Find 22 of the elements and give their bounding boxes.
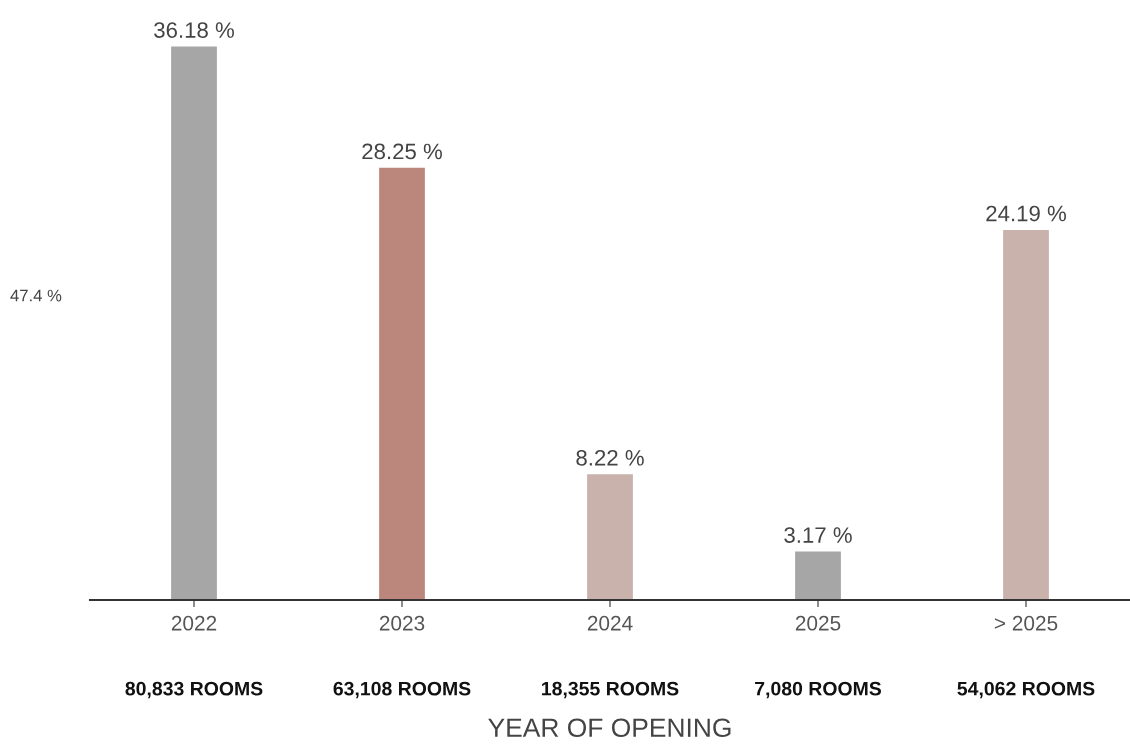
x-tick-label: 2024 [587, 615, 633, 631]
data-label: 28.25 % [362, 143, 442, 160]
bar [379, 167, 425, 600]
text: 63,108 ROOMS [333, 681, 471, 699]
data-label: 36.18 % [154, 22, 234, 38]
data-label: 24.19 % [986, 205, 1066, 222]
bar [795, 551, 841, 600]
bar [171, 46, 217, 600]
text: 47.4 % [10, 289, 62, 302]
bar [1003, 229, 1049, 600]
text: 7,080 ROOMS [755, 681, 881, 699]
text: 18,355 ROOMS [542, 681, 679, 699]
bar [587, 474, 633, 600]
text: 80,833 ROOMS [125, 681, 263, 699]
x-tick-label: 2023 [379, 615, 425, 631]
x-tick-label: 2025 [795, 615, 841, 631]
x-tick-label: > 2025 [994, 615, 1058, 631]
x-axis-title: YEAR OF OPENING [488, 718, 731, 738]
data-label: 8.22 % [576, 449, 644, 466]
x-tick-label: 2022 [171, 615, 217, 631]
text: 54,062 ROOMS [957, 681, 1095, 699]
data-label: 3.17 % [784, 527, 852, 543]
